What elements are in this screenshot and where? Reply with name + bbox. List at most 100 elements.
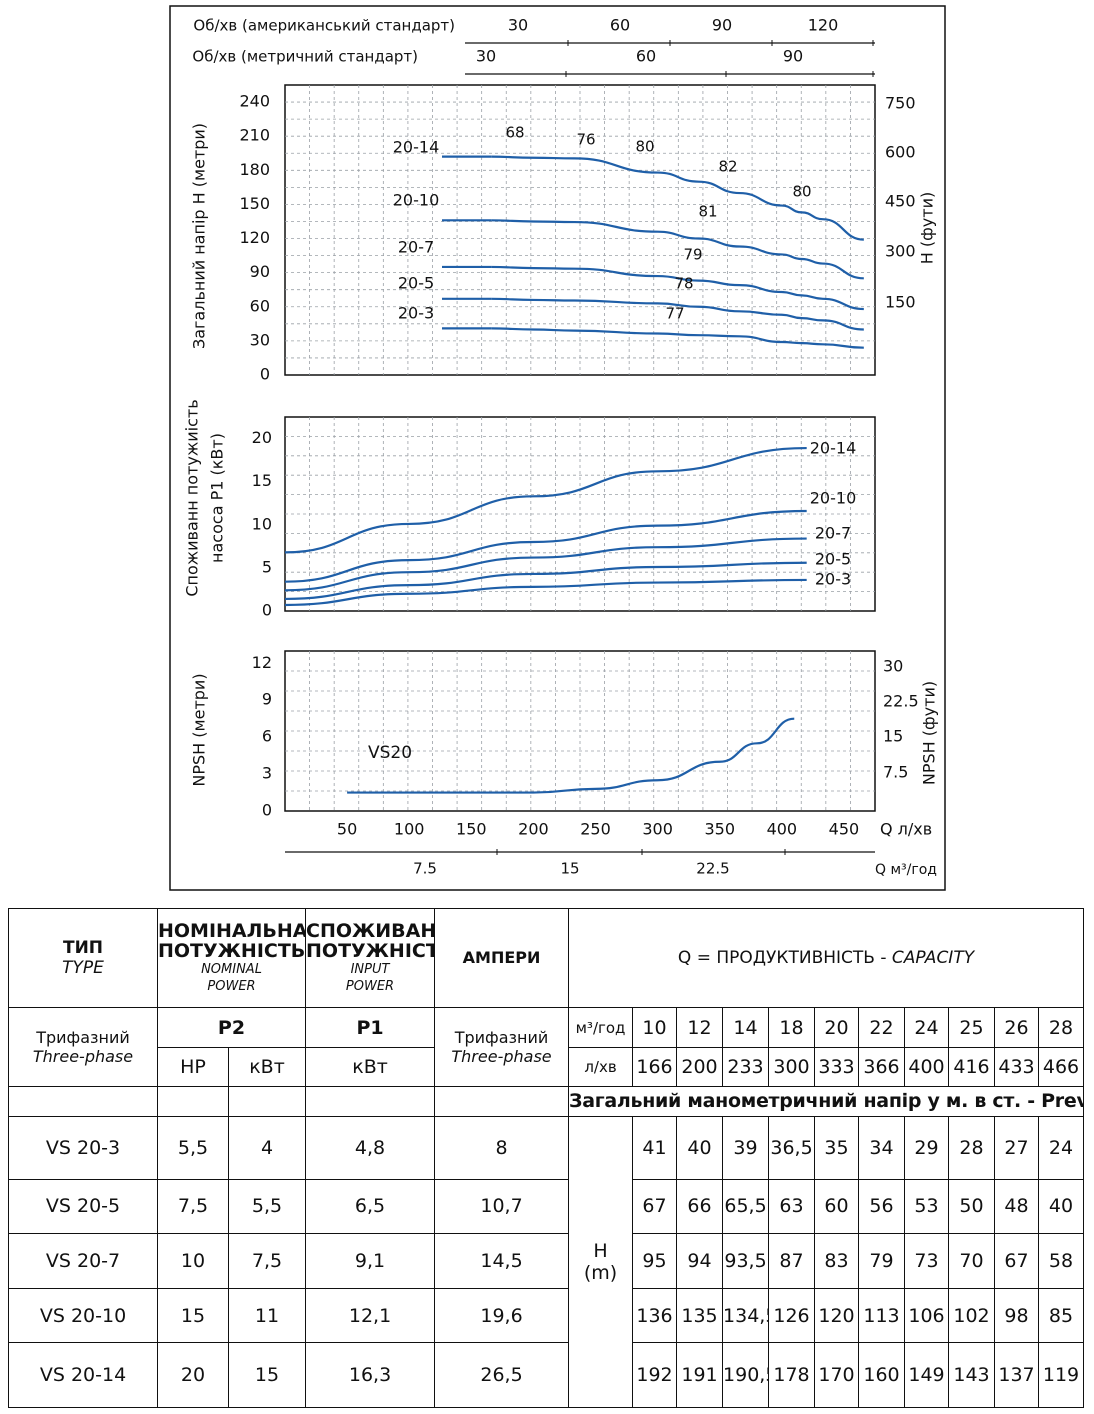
head-value: 95 [642, 1249, 667, 1272]
head-cell: 95 [632, 1233, 678, 1289]
head-ft-tick: 750 [885, 94, 916, 113]
head-y-tick: 90 [250, 262, 270, 281]
capacity-header-en: CAPACITY [891, 947, 975, 968]
rpm-metric-tick: 60 [636, 47, 656, 66]
flow-m3h-tick: 22.5 [696, 860, 729, 878]
amps-value: 14,5 [480, 1249, 523, 1272]
kw-cell: 15 [227, 1342, 307, 1408]
head-value: 65,5 [724, 1195, 767, 1218]
head-value: 149 [908, 1364, 945, 1387]
head-value: 113 [863, 1304, 900, 1327]
head-y-tick: 30 [250, 330, 270, 349]
head-note-text: Загальний манометричний напір у м. в ст.… [569, 1090, 1083, 1113]
npsh-series-label: VS20 [368, 743, 412, 763]
head-value: 120 [818, 1304, 855, 1327]
head-value: 93,5 [724, 1249, 767, 1272]
amps-cell: 26,5 [434, 1342, 570, 1408]
kw2-label: кВт [352, 1056, 388, 1079]
head-y-tick: 0 [260, 365, 270, 384]
q-lmin-value: 233 [727, 1056, 764, 1079]
head-cell: 66 [676, 1178, 724, 1235]
head-cell: 65,5 [722, 1178, 770, 1235]
head-series-label: 20-3 [398, 304, 434, 323]
type-value: VS 20-3 [45, 1136, 121, 1159]
power-y-tick: 0 [262, 601, 272, 620]
flow-lmin-tick: 250 [580, 820, 611, 839]
head-cell: 56 [858, 1178, 906, 1235]
npsh-y-tick: 12 [252, 653, 272, 672]
head-value: 73 [914, 1249, 939, 1272]
q-lmin-value: 200 [681, 1056, 718, 1079]
head-cell: 79 [858, 1233, 906, 1289]
hp-value: 15 [180, 1304, 206, 1327]
q-lmin-cell: 166 [632, 1047, 678, 1087]
power-y-axis-label: Споживанн потужиість [183, 399, 202, 596]
amps-cell: 10,7 [434, 1178, 570, 1235]
flow-lmin-tick: 450 [829, 820, 860, 839]
power-curve-20-7 [284, 537, 807, 592]
power-curve-20-10 [284, 509, 807, 583]
head-value: 160 [863, 1364, 900, 1387]
npsh-y-tick: 0 [262, 801, 272, 820]
q-lmin-value: 366 [863, 1056, 900, 1079]
head-value: 67 [642, 1195, 667, 1218]
type-cell: VS 20-14 [8, 1342, 158, 1408]
q-lmin-value: 433 [998, 1056, 1035, 1079]
input-header-line2: ПОТУЖНІСТЬ [306, 939, 434, 962]
nominal-header-line2: ПОТУЖНІСТЬ [158, 939, 306, 962]
flow-lmin-axis-label: Q л/хв [880, 820, 932, 839]
lmin-label-cell: л/хв [568, 1047, 634, 1087]
q-m3h-value: 28 [1048, 1016, 1074, 1039]
nominal-header-line1: НОМІНАЛЬНА [158, 919, 306, 942]
head-cell: 50 [948, 1178, 996, 1235]
head-value: 136 [636, 1304, 673, 1327]
head-cell: 135 [676, 1287, 724, 1344]
type-header-en: TYPE [62, 957, 104, 978]
head-cell: 40 [1038, 1178, 1085, 1235]
npsh-ft-tick: 15 [883, 727, 903, 746]
head-value: 191 [681, 1364, 718, 1387]
head-value: 56 [869, 1195, 894, 1218]
power-series-label: 20-3 [815, 570, 851, 589]
head-value: 85 [1048, 1304, 1074, 1327]
head-value: 70 [959, 1249, 984, 1272]
head-cell: 83 [814, 1233, 860, 1289]
p1-cell: 16,3 [305, 1342, 436, 1408]
type-header-label: ТИП [62, 937, 104, 958]
power-y-tick: 20 [252, 428, 272, 447]
rpm-us-axis-label: Об/хв (американський стандарт) [193, 17, 455, 35]
head-ft-axis-label: H (фути) [918, 192, 937, 264]
spacer-cell [434, 1085, 570, 1118]
head-cell: 178 [768, 1342, 816, 1408]
amps-phase-en: Three-phase [451, 1046, 552, 1066]
hp-header: HP [157, 1047, 229, 1087]
head-value: 83 [824, 1249, 849, 1272]
power-series-label: 20-7 [815, 524, 851, 543]
q-m3h-value: 10 [642, 1016, 667, 1039]
head-value: 28 [959, 1136, 984, 1159]
power-y-tick: 10 [252, 514, 272, 533]
head-value: 192 [636, 1364, 673, 1387]
hp-value: 5,5 [177, 1136, 209, 1159]
head-cell: 67 [632, 1178, 678, 1235]
head-cell: 93,5 [722, 1233, 770, 1289]
hp-value: 20 [180, 1364, 206, 1387]
q-m3h-value: 24 [914, 1016, 939, 1039]
amps-header-label: АМПЕРИ [462, 947, 541, 967]
p1-value: 9,1 [354, 1249, 386, 1272]
power-curve-20-3 [284, 578, 807, 607]
efficiency-label: 79 [683, 246, 702, 264]
q-lmin-value: 400 [908, 1056, 945, 1079]
npsh-ft-axis-label: NPSH (фути) [920, 681, 939, 785]
head-cell: 63 [768, 1178, 816, 1235]
q-m3h-value: 25 [959, 1016, 984, 1039]
spacer-cell [227, 1085, 307, 1118]
q-lmin-cell: 366 [858, 1047, 906, 1087]
amps-cell: 19,6 [434, 1287, 570, 1344]
head-cell: 149 [904, 1342, 950, 1408]
head-cell: 192 [632, 1342, 678, 1408]
rpm-us-tick: 30 [508, 16, 528, 35]
head-cell: 134,5 [722, 1287, 770, 1344]
head-cell: 113 [858, 1287, 906, 1344]
head-cell: 67 [994, 1233, 1040, 1289]
